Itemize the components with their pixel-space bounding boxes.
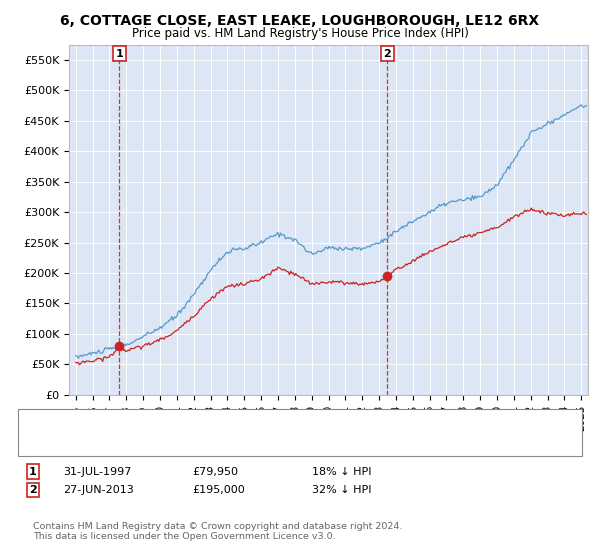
Text: Price paid vs. HM Land Registry's House Price Index (HPI): Price paid vs. HM Land Registry's House … bbox=[131, 27, 469, 40]
Text: HPI: Average price, detached house, Rushcliffe: HPI: Average price, detached house, Rush… bbox=[72, 433, 316, 443]
Text: 1: 1 bbox=[29, 466, 37, 477]
Text: £79,950: £79,950 bbox=[192, 466, 238, 477]
Text: ─────: ───── bbox=[33, 414, 71, 428]
Text: Contains HM Land Registry data © Crown copyright and database right 2024.
This d: Contains HM Land Registry data © Crown c… bbox=[33, 522, 403, 542]
Text: 27-JUN-2013: 27-JUN-2013 bbox=[63, 485, 134, 495]
Text: 2: 2 bbox=[29, 485, 37, 495]
Text: 6, COTTAGE CLOSE, EAST LEAKE, LOUGHBOROUGH, LE12 6RX: 6, COTTAGE CLOSE, EAST LEAKE, LOUGHBOROU… bbox=[61, 14, 539, 28]
Text: £195,000: £195,000 bbox=[192, 485, 245, 495]
Text: ─────: ───── bbox=[33, 431, 71, 445]
Text: 1: 1 bbox=[115, 49, 123, 59]
Text: 31-JUL-1997: 31-JUL-1997 bbox=[63, 466, 131, 477]
Text: 2: 2 bbox=[383, 49, 391, 59]
Text: 32% ↓ HPI: 32% ↓ HPI bbox=[312, 485, 371, 495]
Text: 18% ↓ HPI: 18% ↓ HPI bbox=[312, 466, 371, 477]
Text: 6, COTTAGE CLOSE, EAST LEAKE, LOUGHBOROUGH, LE12 6RX (detached house): 6, COTTAGE CLOSE, EAST LEAKE, LOUGHBOROU… bbox=[72, 416, 489, 426]
